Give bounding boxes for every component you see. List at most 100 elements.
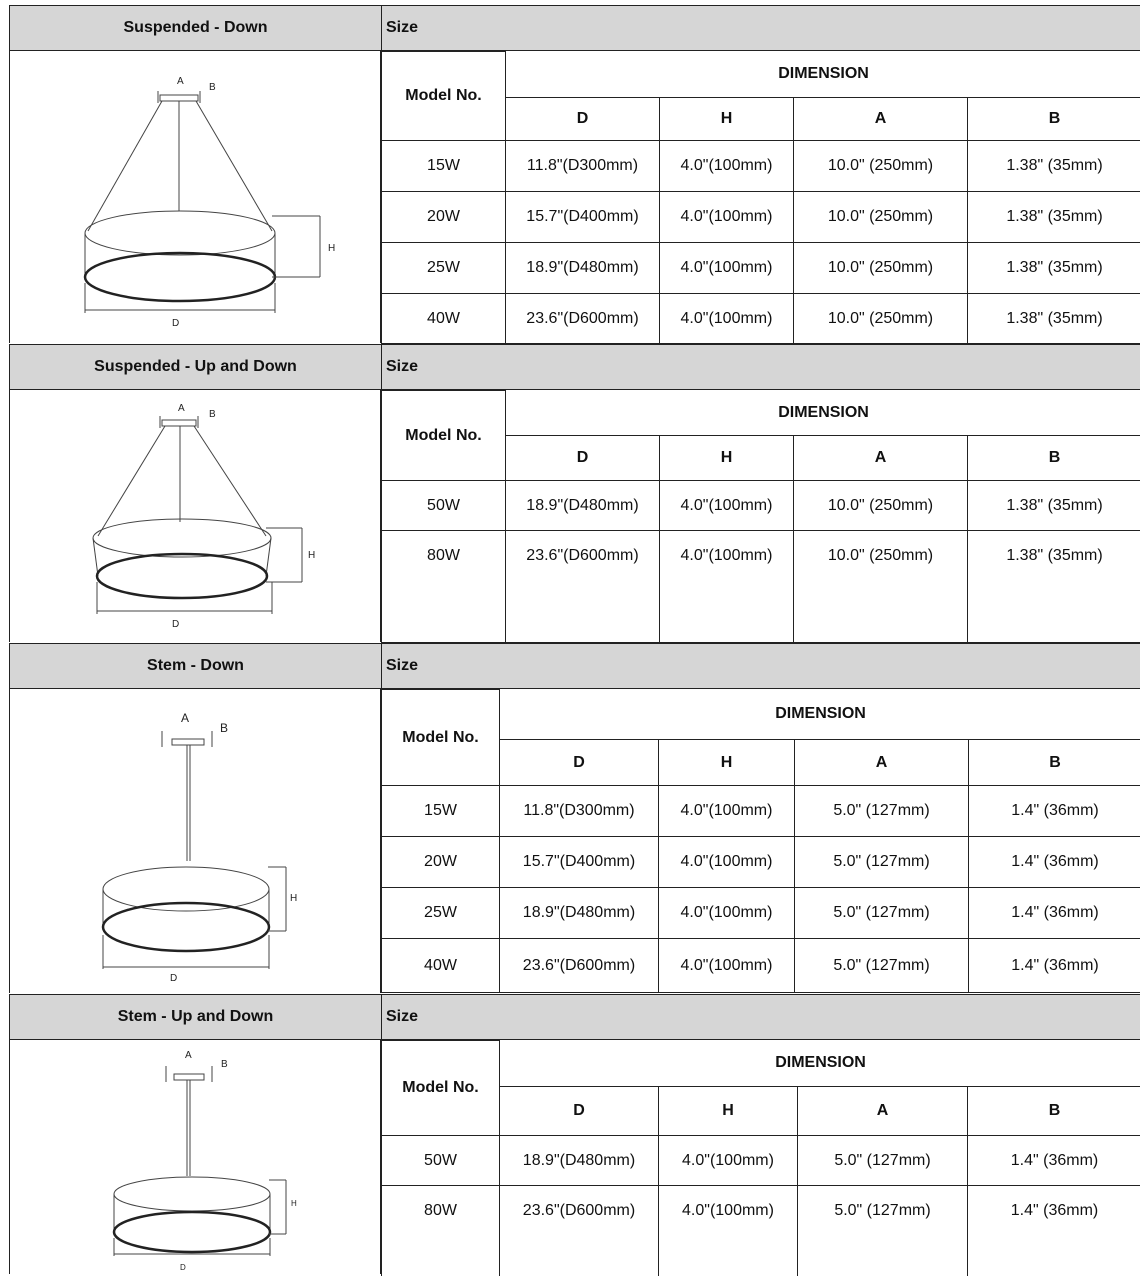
section-stem-down: Stem - Down Size: [9, 643, 1140, 993]
d-cell: 18.9"(D480mm): [506, 481, 660, 531]
h-cell: 4.0"(100mm): [659, 786, 795, 837]
size-label: Size: [382, 644, 418, 688]
h-cell: 4.0"(100mm): [659, 837, 795, 888]
a-cell: 10.0" (250mm): [794, 531, 968, 643]
section-header: Stem - Down Size: [10, 643, 1140, 689]
dim-label-a: A: [178, 403, 185, 414]
dim-label-h: H: [328, 243, 335, 254]
table-row: 20W 15.7"(D400mm) 4.0"(100mm) 10.0" (250…: [382, 192, 1140, 243]
d-cell: 15.7"(D400mm): [506, 192, 660, 243]
table-row: 80W 23.6"(D600mm) 4.0"(100mm) 5.0" (127m…: [382, 1186, 1140, 1276]
col-header-h: H: [659, 740, 795, 786]
a-cell: 10.0" (250mm): [794, 294, 968, 344]
table-row: 15W 11.8"(D300mm) 4.0"(100mm) 5.0" (127m…: [382, 786, 1140, 837]
model-cell: 15W: [382, 786, 500, 837]
col-header-b: B: [968, 436, 1140, 481]
a-cell: 5.0" (127mm): [795, 939, 969, 993]
h-cell: 4.0"(100mm): [660, 481, 794, 531]
size-label: Size: [382, 995, 418, 1039]
col-header-b: B: [968, 1087, 1140, 1136]
h-cell: 4.0"(100mm): [660, 531, 794, 643]
h-cell: 4.0"(100mm): [659, 939, 795, 993]
section-suspended-up-and-down: Suspended - Up and Down Size: [9, 344, 1140, 642]
h-cell: 4.0"(100mm): [660, 294, 794, 344]
dim-label-d: D: [172, 318, 179, 329]
table-row: 15W 11.8"(D300mm) 4.0"(100mm) 10.0" (250…: [382, 141, 1140, 192]
b-cell: 1.38" (35mm): [968, 294, 1140, 344]
model-no-header: Model No.: [382, 391, 506, 481]
dim-label-h: H: [308, 550, 315, 561]
col-header-h: H: [660, 98, 794, 141]
col-header-b: B: [968, 98, 1140, 141]
section-header: Suspended - Down Size: [10, 5, 1140, 51]
model-cell: 50W: [382, 481, 506, 531]
table-row: 50W 18.9"(D480mm) 4.0"(100mm) 5.0" (127m…: [382, 1136, 1140, 1186]
dim-label-a: A: [177, 76, 184, 87]
model-cell: 80W: [382, 1186, 500, 1276]
table-row: 50W 18.9"(D480mm) 4.0"(100mm) 10.0" (250…: [382, 481, 1140, 531]
model-cell: 80W: [382, 531, 506, 643]
model-cell: 40W: [382, 939, 500, 993]
d-cell: 18.9"(D480mm): [500, 888, 659, 939]
dim-label-a: A: [185, 1050, 192, 1061]
dimension-table: Model No. DIMENSION D H A B 50W 18.9"(D4…: [381, 1040, 1140, 1276]
a-cell: 5.0" (127mm): [795, 837, 969, 888]
col-header-a: A: [794, 98, 968, 141]
b-cell: 1.38" (35mm): [968, 531, 1140, 643]
table-row: 25W 18.9"(D480mm) 4.0"(100mm) 5.0" (127m…: [382, 888, 1140, 939]
model-cell: 20W: [382, 837, 500, 888]
fixture-type-label: Suspended - Down: [10, 6, 381, 50]
h-cell: 4.0"(100mm): [659, 1186, 798, 1276]
table-row: 40W 23.6"(D600mm) 4.0"(100mm) 5.0" (127m…: [382, 939, 1140, 993]
b-cell: 1.4" (36mm): [969, 888, 1140, 939]
h-cell: 4.0"(100mm): [659, 1136, 798, 1186]
pendant-wire-diagram: A B H D: [10, 390, 380, 642]
dimension-header: DIMENSION: [506, 52, 1140, 98]
model-no-header: Model No.: [382, 690, 500, 786]
table-row: 80W 23.6"(D600mm) 4.0"(100mm) 10.0" (250…: [382, 531, 1140, 643]
dim-label-d: D: [172, 619, 179, 630]
d-cell: 18.9"(D480mm): [506, 243, 660, 294]
b-cell: 1.4" (36mm): [969, 786, 1140, 837]
h-cell: 4.0"(100mm): [660, 192, 794, 243]
a-cell: 10.0" (250mm): [794, 481, 968, 531]
col-header-a: A: [795, 740, 969, 786]
section-suspended-down: Suspended - Down Size: [9, 5, 1140, 343]
dim-label-b: B: [209, 82, 216, 93]
dimension-table: Model No. DIMENSION D H A B 15W 11.8"(D3…: [381, 51, 1140, 344]
section-stem-up-and-down: Stem - Up and Down Size: [9, 994, 1140, 1274]
stem-down-diagram: A B H D: [10, 689, 381, 993]
a-cell: 5.0" (127mm): [798, 1186, 968, 1276]
col-header-a: A: [794, 436, 968, 481]
b-cell: 1.38" (35mm): [968, 141, 1140, 192]
a-cell: 10.0" (250mm): [794, 192, 968, 243]
b-cell: 1.38" (35mm): [968, 192, 1140, 243]
d-cell: 18.9"(D480mm): [500, 1136, 659, 1186]
d-cell: 23.6"(D600mm): [506, 531, 660, 643]
dimension-header: DIMENSION: [500, 1041, 1140, 1087]
b-cell: 1.38" (35mm): [968, 243, 1140, 294]
col-header-h: H: [660, 436, 794, 481]
dim-label-h: H: [291, 1199, 297, 1208]
b-cell: 1.4" (36mm): [968, 1136, 1140, 1186]
dimension-header: DIMENSION: [506, 391, 1140, 436]
h-cell: 4.0"(100mm): [660, 141, 794, 192]
model-cell: 25W: [382, 888, 500, 939]
col-header-b: B: [969, 740, 1140, 786]
d-cell: 11.8"(D300mm): [506, 141, 660, 192]
fixture-type-label: Suspended - Up and Down: [10, 345, 381, 389]
dim-label-a: A: [181, 711, 189, 725]
d-cell: 15.7"(D400mm): [500, 837, 659, 888]
dim-label-b: B: [221, 1059, 228, 1070]
d-cell: 23.6"(D600mm): [500, 1186, 659, 1276]
pendant-wire-diagram: A B H D: [10, 51, 380, 343]
d-cell: 23.6"(D600mm): [506, 294, 660, 344]
dim-label-d: D: [180, 1263, 186, 1272]
col-header-d: D: [506, 436, 660, 481]
b-cell: 1.4" (36mm): [968, 1186, 1140, 1276]
a-cell: 5.0" (127mm): [795, 888, 969, 939]
col-header-d: D: [500, 740, 659, 786]
model-no-header: Model No.: [382, 52, 506, 141]
section-header: Suspended - Up and Down Size: [10, 344, 1140, 390]
dimension-table: Model No. DIMENSION D H A B 50W 18.9"(D4…: [381, 390, 1140, 643]
